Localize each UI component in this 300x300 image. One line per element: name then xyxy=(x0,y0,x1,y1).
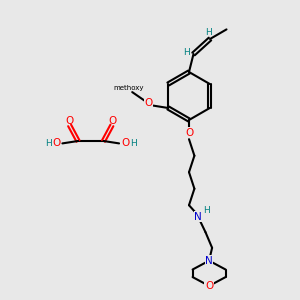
Text: H: H xyxy=(203,206,210,215)
Text: H: H xyxy=(184,48,190,57)
Text: H: H xyxy=(205,28,212,37)
Text: O: O xyxy=(52,138,61,148)
Text: O: O xyxy=(205,281,213,291)
Text: O: O xyxy=(65,116,73,126)
Text: N: N xyxy=(194,212,202,222)
Text: O: O xyxy=(121,138,129,148)
Text: N: N xyxy=(205,256,213,266)
Text: H: H xyxy=(45,139,51,148)
Text: H: H xyxy=(130,139,137,148)
Text: O: O xyxy=(145,98,153,109)
Text: methoxy: methoxy xyxy=(113,85,144,91)
Text: O: O xyxy=(108,116,117,126)
Text: O: O xyxy=(185,128,193,138)
